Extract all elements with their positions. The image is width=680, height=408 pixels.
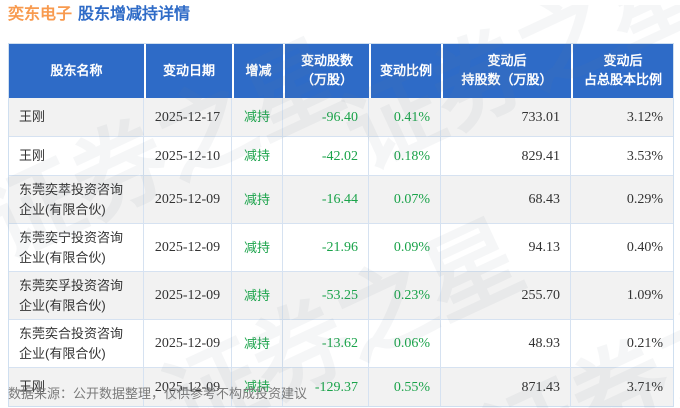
cell-shares-after: 68.43 <box>441 176 571 224</box>
cell-change-shares: -53.25 <box>283 272 369 320</box>
cell-shares-after: 94.13 <box>441 224 571 272</box>
cell-change-shares: -13.62 <box>283 320 369 368</box>
cell-shareholder-name: 王刚 <box>9 98 144 137</box>
cell-change-ratio: 0.23% <box>369 272 441 320</box>
cell-action: 减持 <box>232 224 283 272</box>
cell-change-date: 2025-12-17 <box>144 98 232 137</box>
table-row: 王刚 2025-12-09 减持 -129.37 0.55% 871.43 3.… <box>9 368 673 406</box>
table-row: 东莞奕孚投资咨询企业(有限合伙) 2025-12-09 减持 -53.25 0.… <box>9 272 673 320</box>
table-row: 东莞奕萃投资咨询企业(有限合伙) 2025-12-09 减持 -16.44 0.… <box>9 176 673 224</box>
cell-change-date: 2025-12-09 <box>144 272 232 320</box>
cell-ratio-after: 3.12% <box>571 98 673 137</box>
cell-shareholder-name: 王刚 <box>9 368 144 406</box>
cell-change-shares: -21.96 <box>283 224 369 272</box>
cell-action: 减持 <box>232 176 283 224</box>
table-row: 王刚 2025-12-10 减持 -42.02 0.18% 829.41 3.5… <box>9 137 673 176</box>
cell-change-date: 2025-12-09 <box>144 176 232 224</box>
cell-action: 减持 <box>232 98 283 137</box>
cell-change-date: 2025-12-10 <box>144 137 232 176</box>
cell-shareholder-name: 东莞奕宁投资咨询企业(有限合伙) <box>9 224 144 272</box>
cell-shares-after: 48.93 <box>441 320 571 368</box>
cell-shareholder-name: 东莞奕萃投资咨询企业(有限合伙) <box>9 176 144 224</box>
cell-change-date: 2025-12-09 <box>144 224 232 272</box>
table-header: 股东名称 变动日期 增减 变动股数 （万股） 变动比例 变动后 持股数（万股） … <box>9 44 673 98</box>
cell-change-ratio: 0.07% <box>369 176 441 224</box>
cell-change-ratio: 0.09% <box>369 224 441 272</box>
cell-change-shares: -42.02 <box>283 137 369 176</box>
header-change-shares: 变动股数 （万股） <box>283 44 369 98</box>
cell-shares-after: 829.41 <box>441 137 571 176</box>
table-row: 王刚 2025-12-17 减持 -96.40 0.41% 733.01 3.1… <box>9 98 673 137</box>
cell-change-ratio: 0.55% <box>369 368 441 406</box>
shareholder-change-table: 股东名称 变动日期 增减 变动股数 （万股） 变动比例 变动后 持股数（万股） … <box>8 43 674 407</box>
cell-ratio-after: 0.21% <box>571 320 673 368</box>
cell-ratio-after: 1.09% <box>571 272 673 320</box>
header-ratio-after: 变动后 占总股本比例 <box>571 44 673 98</box>
stock-name: 奕东电子 <box>8 6 73 23</box>
data-source-note: 数据来源：公开数据整理，仅供参考不构成投资建议 <box>8 386 308 401</box>
header-increase-decrease: 增减 <box>232 44 283 98</box>
cell-change-shares: -129.37 <box>283 368 369 406</box>
cell-change-ratio: 0.18% <box>369 137 441 176</box>
cell-shareholder-name: 东莞奕孚投资咨询企业(有限合伙) <box>9 272 144 320</box>
cell-change-shares: -96.40 <box>283 98 369 137</box>
cell-change-ratio: 0.41% <box>369 98 441 137</box>
cell-shareholder-name: 王刚 <box>9 137 144 176</box>
cell-change-date: 2025-12-09 <box>144 368 232 406</box>
header-change-date: 变动日期 <box>144 44 232 98</box>
table-row: 东莞奕宁投资咨询企业(有限合伙) 2025-12-09 减持 -21.96 0.… <box>9 224 673 272</box>
cell-shareholder-name: 东莞奕合投资咨询企业(有限合伙) <box>9 320 144 368</box>
cell-action: 减持 <box>232 320 283 368</box>
cell-shares-after: 733.01 <box>441 98 571 137</box>
title-subtitle: 股东增减持详情 <box>78 6 191 23</box>
cell-change-date: 2025-12-09 <box>144 320 232 368</box>
cell-change-shares: -16.44 <box>283 176 369 224</box>
cell-ratio-after: 3.71% <box>571 368 673 406</box>
cell-ratio-after: 0.40% <box>571 224 673 272</box>
table-row: 东莞奕合投资咨询企业(有限合伙) 2025-12-09 减持 -13.62 0.… <box>9 320 673 368</box>
header-change-ratio: 变动比例 <box>369 44 441 98</box>
cell-ratio-after: 3.53% <box>571 137 673 176</box>
cell-shares-after: 871.43 <box>441 368 571 406</box>
cell-action: 减持 <box>232 272 283 320</box>
cell-shares-after: 255.70 <box>441 272 571 320</box>
header-shares-after: 变动后 持股数（万股） <box>441 44 571 98</box>
table-body: 王刚 2025-12-17 减持 -96.40 0.41% 733.01 3.1… <box>9 98 673 406</box>
header-shareholder-name: 股东名称 <box>9 44 144 98</box>
page-title: 奕东电子 股东增减持详情 <box>8 5 680 25</box>
cell-change-ratio: 0.06% <box>369 320 441 368</box>
cell-ratio-after: 0.29% <box>571 176 673 224</box>
cell-action: 减持 <box>232 137 283 176</box>
cell-action: 减持 <box>232 368 283 406</box>
